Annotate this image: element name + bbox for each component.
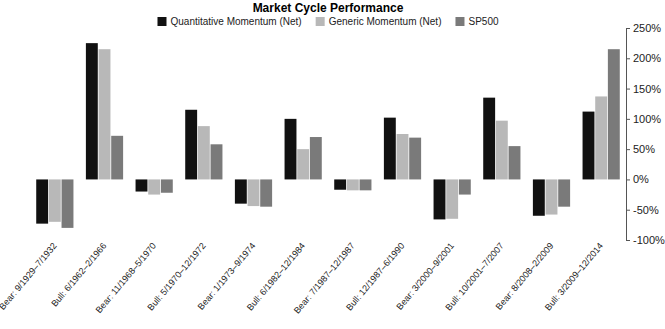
- bar: [297, 149, 309, 179]
- bar: [161, 179, 173, 192]
- bar: [62, 179, 74, 227]
- bar: [260, 179, 272, 206]
- bar: [483, 98, 495, 180]
- bar: [136, 179, 148, 191]
- bar: [235, 179, 247, 203]
- tick-mark: [626, 179, 630, 180]
- tick-label: 200%: [633, 52, 661, 64]
- legend-label: Quantitative Momentum (Net): [170, 16, 301, 27]
- bar: [248, 179, 260, 206]
- tick: 250%: [626, 22, 661, 34]
- title: Market Cycle Performance: [253, 1, 404, 15]
- bar: [111, 136, 123, 180]
- bar: [583, 112, 595, 180]
- bar: [148, 179, 160, 194]
- tick-mark: [626, 89, 630, 90]
- tick-label: 0%: [633, 173, 649, 185]
- tick-mark: [626, 210, 630, 211]
- tick: -100%: [626, 234, 665, 246]
- chart: Market Cycle Performance -100% -50% 0% 50% 10…: [0, 0, 665, 329]
- legend-swatch: [316, 17, 325, 26]
- legend: Quantitative Momentum (Net) Generic Momen…: [157, 16, 498, 27]
- tick: 100%: [626, 113, 661, 125]
- tick-mark: [626, 119, 630, 120]
- legend-item: SP500: [455, 16, 498, 27]
- legend-item: Generic Momentum (Net): [316, 16, 442, 27]
- bar: [360, 179, 372, 190]
- bar: [347, 179, 359, 190]
- legend-swatch: [455, 17, 464, 26]
- bar: [446, 179, 458, 218]
- tick-label: -100%: [633, 234, 665, 246]
- bar: [285, 119, 297, 180]
- bar-series: [49, 49, 607, 222]
- bar: [185, 110, 197, 180]
- tick-mark: [626, 58, 630, 59]
- tick-label: 100%: [633, 113, 661, 125]
- bar: [334, 179, 346, 189]
- bar: [310, 137, 322, 179]
- bar: [533, 179, 545, 215]
- bar: [496, 121, 508, 180]
- tick: 50%: [626, 143, 655, 155]
- legend-swatch: [157, 17, 166, 26]
- bar: [409, 138, 421, 180]
- bar: [546, 179, 558, 214]
- bar: [384, 118, 396, 180]
- bar-series: [62, 49, 620, 228]
- bar: [558, 179, 570, 206]
- legend-item: Quantitative Momentum (Net): [157, 16, 301, 27]
- x-axis: Bear: 9/1929–7/1932Bull: 6/1962–2/1966Be…: [0, 241, 605, 316]
- bar: [49, 179, 61, 221]
- bar: [509, 146, 521, 179]
- bar: [211, 144, 223, 179]
- tick: 0%: [626, 173, 649, 185]
- bars: [36, 43, 620, 228]
- bar: [36, 179, 48, 223]
- tick-mark: [626, 28, 630, 29]
- tick: Bull: 6/1962–2/1966: [49, 241, 108, 309]
- axis-line: [627, 29, 631, 241]
- legend-label: Generic Momentum (Net): [329, 16, 442, 27]
- bar: [198, 126, 210, 179]
- legend-label: SP500: [468, 16, 498, 27]
- tick-label: Bull: 3/2009–12/2014: [543, 241, 605, 313]
- tick: Bull: 3/2009–12/2014: [543, 241, 605, 313]
- tick-mark: [626, 149, 630, 150]
- bar: [397, 134, 409, 179]
- bar: [608, 49, 620, 179]
- bar: [86, 43, 98, 179]
- bar: [595, 96, 607, 179]
- tick: -50%: [626, 204, 659, 216]
- bar: [99, 49, 111, 179]
- y-axis: -100% -50% 0% 50% 100% 150% 200% 250%: [626, 22, 665, 246]
- tick: 150%: [626, 83, 661, 95]
- bar: [459, 179, 471, 194]
- tick-label: Bull: 6/1962–2/1966: [49, 241, 108, 309]
- tick-label: 50%: [633, 143, 655, 155]
- bar-series: [36, 43, 594, 224]
- bar: [434, 179, 446, 219]
- tick-label: -50%: [633, 204, 659, 216]
- tick: 200%: [626, 52, 661, 64]
- tick-mark: [626, 240, 630, 241]
- tick-label: 250%: [633, 22, 661, 34]
- tick-label: 150%: [633, 83, 661, 95]
